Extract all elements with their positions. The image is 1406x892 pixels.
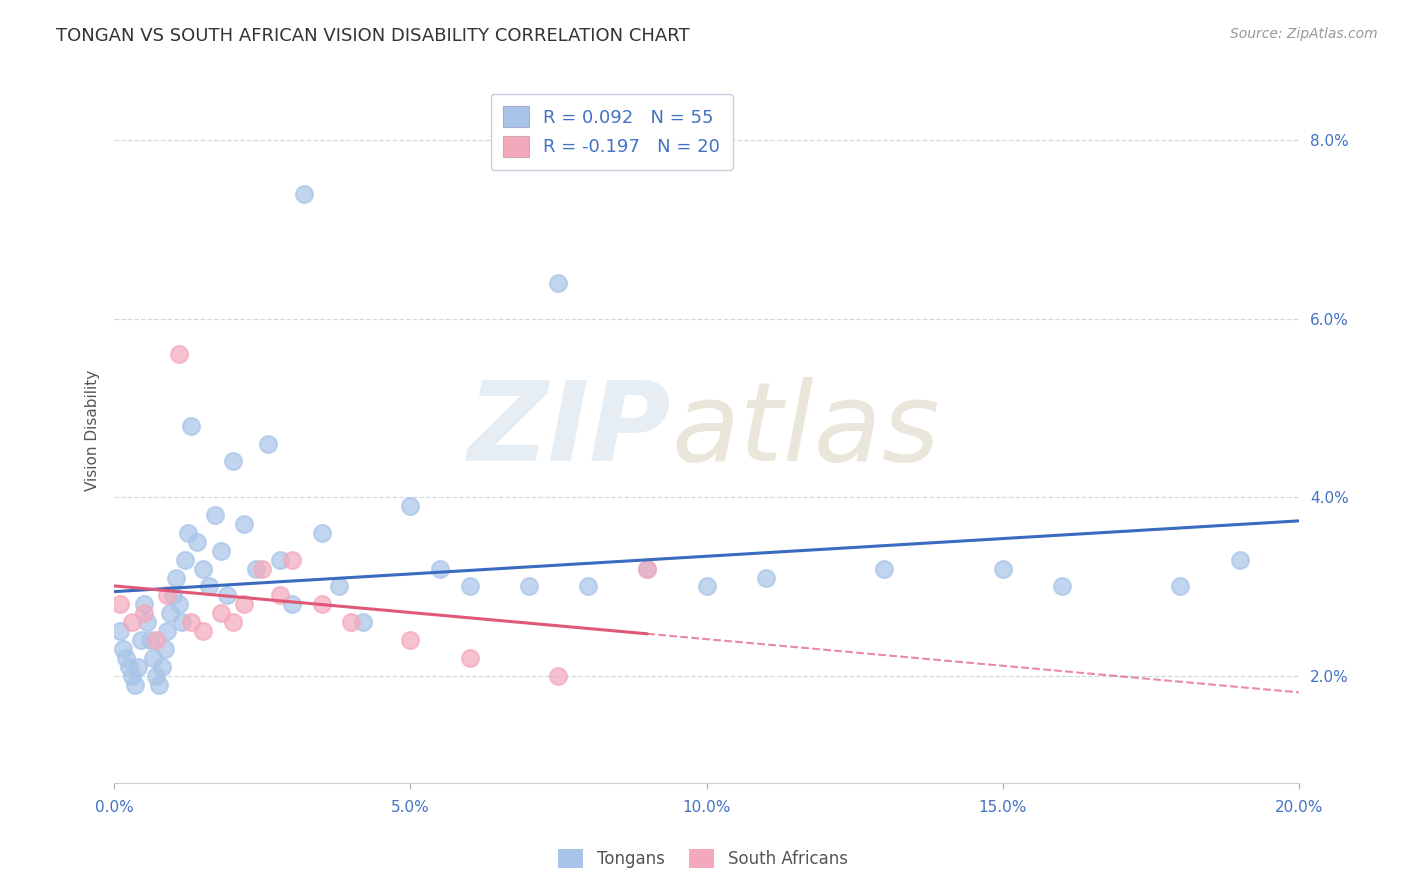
Point: [124, 678, 146, 692]
Point: [169, 597, 191, 611]
Point: [269, 552, 291, 566]
Point: [198, 579, 221, 593]
Point: [311, 525, 333, 540]
Point: [204, 508, 226, 522]
Point: [108, 624, 131, 638]
Point: [145, 633, 167, 648]
Point: [328, 579, 350, 593]
Point: [118, 660, 141, 674]
Point: [1050, 579, 1073, 593]
Point: [177, 525, 200, 540]
Point: [695, 579, 717, 593]
Point: [169, 347, 191, 361]
Point: [221, 454, 243, 468]
Point: [245, 561, 267, 575]
Point: [156, 588, 179, 602]
Point: [215, 588, 238, 602]
Point: [209, 606, 232, 620]
Point: [172, 615, 194, 629]
Point: [132, 597, 155, 611]
Point: [150, 660, 173, 674]
Point: [135, 615, 157, 629]
Text: Source: ZipAtlas.com: Source: ZipAtlas.com: [1230, 27, 1378, 41]
Point: [311, 597, 333, 611]
Point: [252, 561, 274, 575]
Point: [162, 588, 184, 602]
Point: [180, 615, 202, 629]
Point: [233, 516, 256, 531]
Point: [873, 561, 896, 575]
Point: [209, 543, 232, 558]
Point: [174, 552, 197, 566]
Point: [112, 642, 135, 657]
Point: [269, 588, 291, 602]
Point: [159, 606, 181, 620]
Point: [129, 633, 152, 648]
Point: [180, 418, 202, 433]
Point: [352, 615, 374, 629]
Point: [142, 651, 165, 665]
Point: [399, 633, 422, 648]
Point: [233, 597, 256, 611]
Point: [121, 669, 143, 683]
Point: [636, 561, 658, 575]
Point: [191, 624, 214, 638]
Text: TONGAN VS SOUTH AFRICAN VISION DISABILITY CORRELATION CHART: TONGAN VS SOUTH AFRICAN VISION DISABILIT…: [56, 27, 690, 45]
Point: [517, 579, 540, 593]
Point: [108, 597, 131, 611]
Point: [121, 615, 143, 629]
Point: [547, 669, 569, 683]
Point: [281, 552, 304, 566]
Point: [547, 276, 569, 290]
Point: [221, 615, 243, 629]
Point: [340, 615, 363, 629]
Legend: Tongans, South Africans: Tongans, South Africans: [551, 842, 855, 875]
Point: [127, 660, 149, 674]
Point: [991, 561, 1014, 575]
Point: [458, 651, 481, 665]
Point: [257, 436, 280, 450]
Point: [281, 597, 304, 611]
Point: [138, 633, 160, 648]
Point: [186, 534, 208, 549]
Point: [429, 561, 451, 575]
Text: ZIP: ZIP: [467, 376, 671, 483]
Point: [1170, 579, 1192, 593]
Point: [292, 186, 315, 201]
Point: [165, 570, 187, 584]
Point: [115, 651, 138, 665]
Point: [399, 499, 422, 513]
Legend: R = 0.092   N = 55, R = -0.197   N = 20: R = 0.092 N = 55, R = -0.197 N = 20: [491, 94, 733, 169]
Point: [755, 570, 778, 584]
Point: [191, 561, 214, 575]
Point: [576, 579, 599, 593]
Point: [148, 678, 170, 692]
Point: [153, 642, 176, 657]
Y-axis label: Vision Disability: Vision Disability: [86, 369, 100, 491]
Point: [458, 579, 481, 593]
Text: atlas: atlas: [671, 376, 939, 483]
Point: [636, 561, 658, 575]
Point: [145, 669, 167, 683]
Point: [1229, 552, 1251, 566]
Point: [156, 624, 179, 638]
Point: [132, 606, 155, 620]
